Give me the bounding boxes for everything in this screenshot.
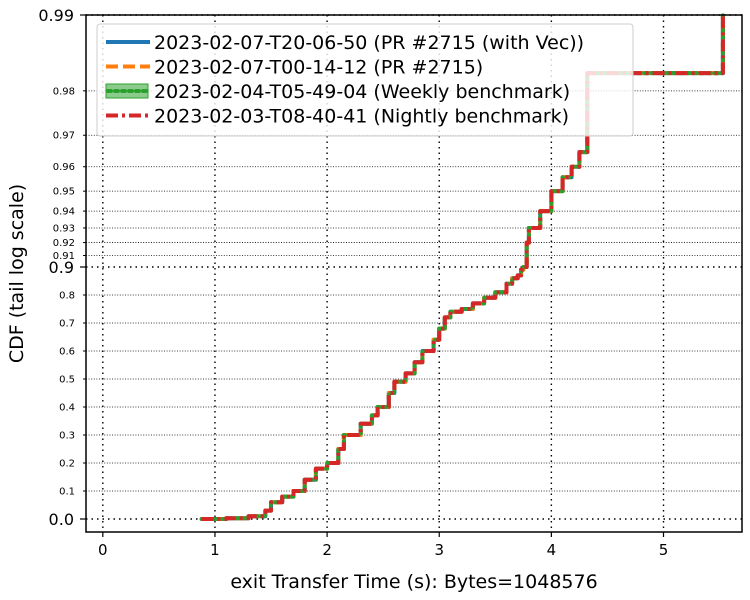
y-minor-tick-label: 0.95 xyxy=(53,187,75,198)
legend-box xyxy=(96,23,634,137)
y-minor-tick-label: 0.5 xyxy=(59,375,75,386)
legend-entry: 2023-02-07-T20-06-50 (PR #2715 (with Vec… xyxy=(154,32,584,54)
y-major-tick-label: 0.99 xyxy=(38,6,74,25)
x-tick-label: 2 xyxy=(322,541,332,559)
y-minor-tick-label: 0.8 xyxy=(59,291,75,302)
y-minor-tick-label: 0.92 xyxy=(53,238,75,249)
y-minor-tick-label: 0.93 xyxy=(53,223,75,234)
x-tick-label: 3 xyxy=(434,541,444,559)
y-minor-tick-label: 0.94 xyxy=(53,207,75,218)
y-major-tick-label: 0.0 xyxy=(49,510,74,529)
series-lines xyxy=(199,13,725,521)
grid xyxy=(86,14,742,532)
y-minor-tick-label: 0.4 xyxy=(59,403,75,414)
y-minor-tick-label: 0.1 xyxy=(59,487,75,498)
x-tick-label: 1 xyxy=(210,541,220,559)
x-axis-label: exit Transfer Time (s): Bytes=1048576 xyxy=(230,571,597,593)
y-minor-tick-label: 0.96 xyxy=(53,162,75,173)
x-tick-label: 0 xyxy=(98,541,108,559)
y-minor-tick-label: 0.91 xyxy=(53,251,75,262)
y-minor-tick-label: 0.3 xyxy=(59,431,75,442)
y-minor-tick-label: 0.2 xyxy=(59,459,75,470)
legend-entry: 2023-02-03-T08-40-41 (Nightly benchmark) xyxy=(154,106,569,128)
axis-ticks: 0 1 2 3 4 5 0.1 0.2 0.3 0.4 0.5 0.6 0.7 0.8 0.91 0.92 0.… xyxy=(38,6,668,559)
y-major-tick-label: 0.9 xyxy=(49,258,74,277)
y-axis-label: CDF (tail log scale) xyxy=(6,184,28,363)
legend: 2023-02-07-T20-06-50 (PR #2715 (with Vec… xyxy=(96,23,634,137)
legend-entry: 2023-02-07-T00-14-12 (PR #2715) xyxy=(154,57,483,79)
x-tick-label: 5 xyxy=(659,541,669,559)
series-line-4 xyxy=(201,15,725,521)
y-minor-tick-label: 0.7 xyxy=(59,319,75,330)
x-tick-label: 4 xyxy=(547,541,557,559)
plot-frame xyxy=(85,14,743,533)
legend-entry: 2023-02-04-T05-49-04 (Weekly benchmark) xyxy=(154,81,570,103)
y-minor-tick-label: 0.98 xyxy=(53,86,75,97)
y-minor-tick-label: 0.97 xyxy=(53,131,75,142)
y-minor-tick-label: 0.6 xyxy=(59,347,75,358)
